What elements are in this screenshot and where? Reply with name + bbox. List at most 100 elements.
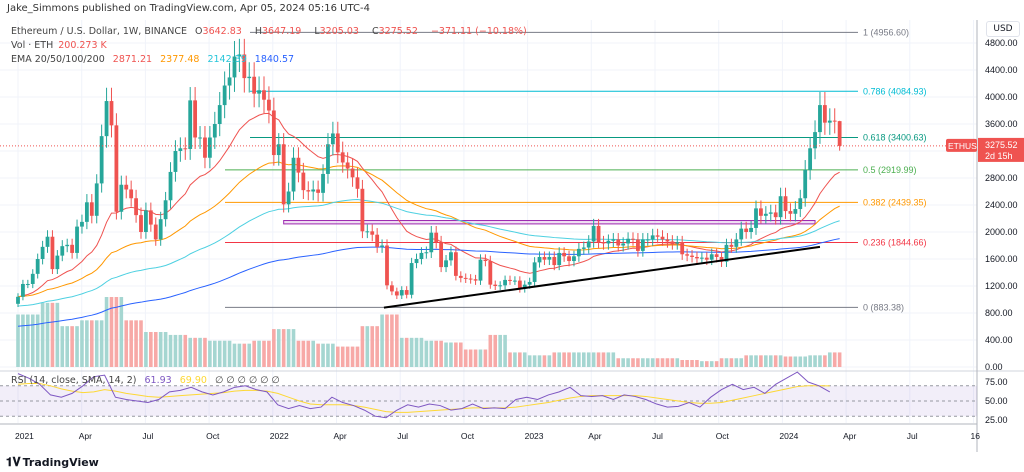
volume-bar [714, 361, 719, 367]
change-value: −371.11 (−10.18%) [430, 26, 527, 37]
volume-bar [188, 337, 192, 367]
volume-bar [227, 340, 232, 367]
volume-bar [537, 355, 542, 367]
volume-bar [690, 360, 694, 367]
volume-bar [444, 342, 448, 367]
candle-body [439, 242, 444, 268]
volume-legend[interactable]: Vol · ETH 200.273 K [11, 40, 112, 51]
volume-bar [468, 349, 473, 367]
volume-bar [75, 326, 79, 367]
volume-bar [660, 358, 665, 367]
candle-body [252, 76, 257, 94]
open-value: 3642.83 [202, 26, 242, 37]
volume-bar [709, 361, 714, 367]
candle-body [832, 120, 837, 122]
volume-bar [208, 340, 212, 367]
tradingview-logo[interactable]: 𝟏𝐕 TradingView [6, 455, 99, 470]
volume-bar [793, 356, 798, 367]
volume-bar [168, 334, 173, 367]
volume-bar [60, 326, 65, 367]
candle-body [596, 225, 601, 243]
symbol-tag [946, 138, 977, 152]
candle-body [25, 283, 30, 285]
candle-body [212, 124, 217, 138]
candle-body [173, 151, 178, 172]
rsi-legend[interactable]: RSI (14, close, SMA, 14, 2) 61.93 69.90 … [11, 375, 285, 386]
volume-bar [30, 314, 35, 367]
candle-body [783, 196, 788, 212]
candle-body [680, 242, 685, 255]
time-axis-label: Apr [588, 431, 601, 441]
candle-body [286, 191, 291, 205]
volume-bar [513, 352, 517, 367]
symbol-title[interactable]: Ethereum / U.S. Dollar, 1W, BINANCE [11, 26, 188, 37]
volume-bar [336, 346, 340, 367]
volume-bar [463, 349, 468, 367]
candle-body [232, 56, 237, 78]
currency-button[interactable]: USD [986, 21, 1020, 37]
volume-bar [94, 320, 99, 367]
candle-body [94, 183, 99, 216]
volume-bar [286, 329, 291, 367]
time-axis-label: 16 [971, 431, 981, 441]
candle-body [704, 257, 709, 260]
volume-bar [724, 358, 729, 367]
candle-body [271, 110, 276, 156]
trendline [383, 245, 821, 309]
volume-bar [193, 337, 197, 367]
candle-body [158, 219, 163, 240]
volume-bar [80, 320, 84, 367]
time-axis-label: Apr [334, 431, 347, 441]
candle-body [645, 239, 650, 241]
chart-frame[interactable]: 1 (4956.60) 0.786 (4084.93) 0.618 (3400.63… [0, 20, 1024, 452]
candle-body [463, 277, 468, 279]
candle-body [493, 284, 498, 286]
candle-body [803, 169, 808, 199]
candle-body [537, 256, 542, 263]
volume-bar [385, 314, 389, 367]
fib-level-label: 1 (4956.60) [863, 27, 909, 37]
candle-body [80, 221, 84, 227]
volume-bar [641, 358, 645, 367]
price-axis-label: 4800.00 [985, 38, 1018, 48]
time-axis-label: Apr [843, 431, 856, 441]
candle-body [321, 173, 325, 193]
volume-bar [247, 343, 252, 367]
price-axis-label: 400.00 [985, 335, 1013, 345]
time-axis-label: 2024 [779, 431, 798, 441]
candle-body [734, 239, 739, 247]
volume-bar [139, 320, 143, 367]
volume-bar [454, 342, 458, 367]
candle-body [335, 133, 340, 153]
ema-legend[interactable]: EMA 20/50/100/200 2871.21 2377.48 2142.3… [11, 54, 299, 65]
volume-bar [213, 340, 217, 367]
candle-body [350, 168, 355, 178]
volume-bar [242, 343, 247, 367]
candle-body [242, 54, 247, 79]
volume-bar [257, 340, 261, 367]
volume-bar [262, 340, 266, 367]
candle-body [306, 190, 311, 192]
fib-level-label: 0.786 (4084.93) [863, 86, 927, 96]
candle-body [345, 162, 350, 169]
rsi-value: 61.93 [144, 375, 172, 386]
time-axis-label: 2022 [270, 431, 289, 441]
low-value: 3205.03 [319, 26, 359, 37]
volume-bar [759, 355, 763, 367]
candle-body [503, 279, 507, 286]
price-axis-label: 1200.00 [985, 281, 1018, 291]
volume-bar [395, 314, 399, 367]
candle-body [478, 259, 483, 281]
volume-bar [129, 320, 133, 367]
candle-body [601, 242, 606, 244]
ema50-value: 2377.48 [160, 54, 200, 65]
volume-bar [380, 314, 384, 367]
volume-bar [232, 343, 237, 367]
ema20-value: 2871.21 [112, 54, 153, 65]
volume-bar [837, 352, 842, 367]
price-chart[interactable]: 1 (4956.60) 0.786 (4084.93) 0.618 (3400.63… [0, 20, 1024, 452]
candle-body [685, 254, 690, 256]
volume-bar [281, 329, 286, 367]
volume-bar [296, 340, 301, 367]
volume-bar [508, 352, 512, 367]
